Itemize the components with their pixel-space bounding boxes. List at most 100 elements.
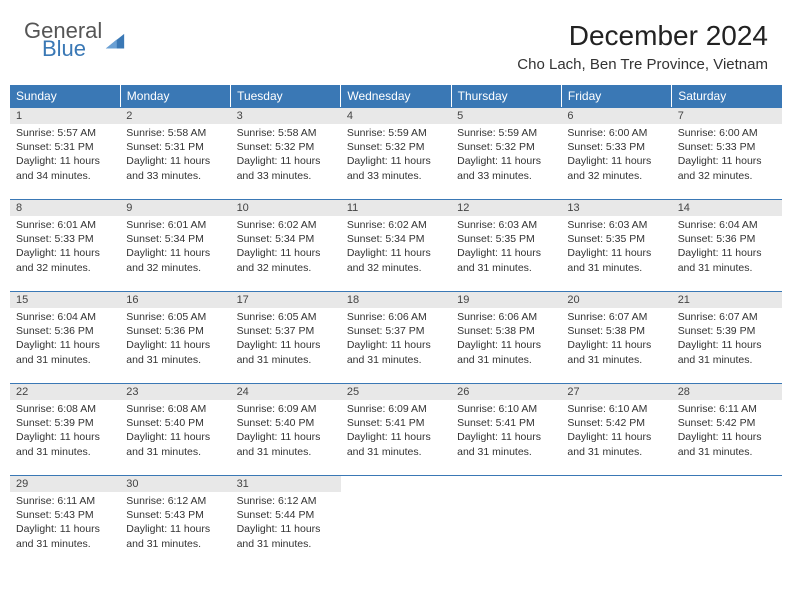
day-data: Sunrise: 6:10 AMSunset: 5:41 PMDaylight:…	[451, 400, 561, 463]
day-number: 9	[120, 199, 230, 216]
day-number: 24	[231, 383, 341, 400]
day-cell: 30Sunrise: 6:12 AMSunset: 5:43 PMDayligh…	[120, 475, 230, 567]
day-cell: 12Sunrise: 6:03 AMSunset: 5:35 PMDayligh…	[451, 199, 561, 291]
day-number: 27	[561, 383, 671, 400]
empty-cell	[561, 475, 671, 567]
day-data: Sunrise: 5:59 AMSunset: 5:32 PMDaylight:…	[341, 124, 451, 187]
day-data: Sunrise: 6:01 AMSunset: 5:34 PMDaylight:…	[120, 216, 230, 279]
day-data: Sunrise: 6:07 AMSunset: 5:39 PMDaylight:…	[672, 308, 782, 371]
day-data: Sunrise: 6:00 AMSunset: 5:33 PMDaylight:…	[672, 124, 782, 187]
day-cell: 29Sunrise: 6:11 AMSunset: 5:43 PMDayligh…	[10, 475, 120, 567]
weekday-header: Friday	[561, 85, 671, 107]
day-data: Sunrise: 5:59 AMSunset: 5:32 PMDaylight:…	[451, 124, 561, 187]
weekday-header: Tuesday	[231, 85, 341, 107]
day-data: Sunrise: 6:07 AMSunset: 5:38 PMDaylight:…	[561, 308, 671, 371]
day-number: 16	[120, 291, 230, 308]
day-data: Sunrise: 6:09 AMSunset: 5:41 PMDaylight:…	[341, 400, 451, 463]
logo-text-blue: Blue	[42, 38, 102, 60]
day-cell: 15Sunrise: 6:04 AMSunset: 5:36 PMDayligh…	[10, 291, 120, 383]
title-block: December 2024 Cho Lach, Ben Tre Province…	[517, 20, 768, 73]
empty-cell	[341, 475, 451, 567]
day-number: 31	[231, 475, 341, 492]
day-cell: 16Sunrise: 6:05 AMSunset: 5:36 PMDayligh…	[120, 291, 230, 383]
location-text: Cho Lach, Ben Tre Province, Vietnam	[517, 56, 768, 73]
day-number: 15	[10, 291, 120, 308]
day-number: 19	[451, 291, 561, 308]
day-number: 26	[451, 383, 561, 400]
day-cell: 4Sunrise: 5:59 AMSunset: 5:32 PMDaylight…	[341, 107, 451, 199]
day-number: 1	[10, 107, 120, 124]
weekday-header: Monday	[120, 85, 230, 107]
day-number: 13	[561, 199, 671, 216]
sail-icon	[104, 32, 126, 50]
day-cell: 9Sunrise: 6:01 AMSunset: 5:34 PMDaylight…	[120, 199, 230, 291]
day-number: 22	[10, 383, 120, 400]
day-cell: 20Sunrise: 6:07 AMSunset: 5:38 PMDayligh…	[561, 291, 671, 383]
day-cell: 26Sunrise: 6:10 AMSunset: 5:41 PMDayligh…	[451, 383, 561, 475]
logo: General Blue	[24, 20, 126, 60]
day-cell: 22Sunrise: 6:08 AMSunset: 5:39 PMDayligh…	[10, 383, 120, 475]
day-cell: 23Sunrise: 6:08 AMSunset: 5:40 PMDayligh…	[120, 383, 230, 475]
calendar-body: 1Sunrise: 5:57 AMSunset: 5:31 PMDaylight…	[10, 107, 782, 567]
day-data: Sunrise: 6:08 AMSunset: 5:40 PMDaylight:…	[120, 400, 230, 463]
calendar-table: Sunday Monday Tuesday Wednesday Thursday…	[10, 85, 782, 567]
calendar-row: 22Sunrise: 6:08 AMSunset: 5:39 PMDayligh…	[10, 383, 782, 475]
calendar-row: 8Sunrise: 6:01 AMSunset: 5:33 PMDaylight…	[10, 199, 782, 291]
day-data: Sunrise: 6:04 AMSunset: 5:36 PMDaylight:…	[672, 216, 782, 279]
day-cell: 2Sunrise: 5:58 AMSunset: 5:31 PMDaylight…	[120, 107, 230, 199]
day-data: Sunrise: 6:04 AMSunset: 5:36 PMDaylight:…	[10, 308, 120, 371]
day-number: 11	[341, 199, 451, 216]
day-number: 28	[672, 383, 782, 400]
day-cell: 25Sunrise: 6:09 AMSunset: 5:41 PMDayligh…	[341, 383, 451, 475]
day-cell: 18Sunrise: 6:06 AMSunset: 5:37 PMDayligh…	[341, 291, 451, 383]
day-number: 21	[672, 291, 782, 308]
day-data: Sunrise: 6:02 AMSunset: 5:34 PMDaylight:…	[231, 216, 341, 279]
day-cell: 31Sunrise: 6:12 AMSunset: 5:44 PMDayligh…	[231, 475, 341, 567]
day-cell: 27Sunrise: 6:10 AMSunset: 5:42 PMDayligh…	[561, 383, 671, 475]
day-cell: 1Sunrise: 5:57 AMSunset: 5:31 PMDaylight…	[10, 107, 120, 199]
day-number: 29	[10, 475, 120, 492]
calendar-row: 1Sunrise: 5:57 AMSunset: 5:31 PMDaylight…	[10, 107, 782, 199]
day-data: Sunrise: 6:05 AMSunset: 5:37 PMDaylight:…	[231, 308, 341, 371]
weekday-header: Sunday	[10, 85, 120, 107]
day-number: 14	[672, 199, 782, 216]
day-cell: 11Sunrise: 6:02 AMSunset: 5:34 PMDayligh…	[341, 199, 451, 291]
day-cell: 5Sunrise: 5:59 AMSunset: 5:32 PMDaylight…	[451, 107, 561, 199]
day-data: Sunrise: 6:09 AMSunset: 5:40 PMDaylight:…	[231, 400, 341, 463]
day-data: Sunrise: 6:01 AMSunset: 5:33 PMDaylight:…	[10, 216, 120, 279]
day-data: Sunrise: 6:06 AMSunset: 5:37 PMDaylight:…	[341, 308, 451, 371]
day-number: 5	[451, 107, 561, 124]
day-data: Sunrise: 5:57 AMSunset: 5:31 PMDaylight:…	[10, 124, 120, 187]
day-number: 20	[561, 291, 671, 308]
day-data: Sunrise: 6:12 AMSunset: 5:44 PMDaylight:…	[231, 492, 341, 555]
day-number: 8	[10, 199, 120, 216]
day-data: Sunrise: 6:12 AMSunset: 5:43 PMDaylight:…	[120, 492, 230, 555]
day-data: Sunrise: 6:03 AMSunset: 5:35 PMDaylight:…	[451, 216, 561, 279]
day-number: 23	[120, 383, 230, 400]
day-number: 4	[341, 107, 451, 124]
header: General Blue December 2024 Cho Lach, Ben…	[0, 0, 792, 81]
day-number: 10	[231, 199, 341, 216]
calendar-row: 29Sunrise: 6:11 AMSunset: 5:43 PMDayligh…	[10, 475, 782, 567]
day-cell: 19Sunrise: 6:06 AMSunset: 5:38 PMDayligh…	[451, 291, 561, 383]
day-cell: 21Sunrise: 6:07 AMSunset: 5:39 PMDayligh…	[672, 291, 782, 383]
day-cell: 13Sunrise: 6:03 AMSunset: 5:35 PMDayligh…	[561, 199, 671, 291]
day-data: Sunrise: 6:10 AMSunset: 5:42 PMDaylight:…	[561, 400, 671, 463]
weekday-header: Thursday	[451, 85, 561, 107]
day-number: 18	[341, 291, 451, 308]
weekday-header-row: Sunday Monday Tuesday Wednesday Thursday…	[10, 85, 782, 107]
day-cell: 14Sunrise: 6:04 AMSunset: 5:36 PMDayligh…	[672, 199, 782, 291]
day-data: Sunrise: 6:11 AMSunset: 5:42 PMDaylight:…	[672, 400, 782, 463]
day-data: Sunrise: 6:03 AMSunset: 5:35 PMDaylight:…	[561, 216, 671, 279]
day-cell: 8Sunrise: 6:01 AMSunset: 5:33 PMDaylight…	[10, 199, 120, 291]
empty-cell	[672, 475, 782, 567]
day-number: 2	[120, 107, 230, 124]
day-data: Sunrise: 5:58 AMSunset: 5:31 PMDaylight:…	[120, 124, 230, 187]
day-data: Sunrise: 6:06 AMSunset: 5:38 PMDaylight:…	[451, 308, 561, 371]
day-cell: 24Sunrise: 6:09 AMSunset: 5:40 PMDayligh…	[231, 383, 341, 475]
day-cell: 3Sunrise: 5:58 AMSunset: 5:32 PMDaylight…	[231, 107, 341, 199]
empty-cell	[451, 475, 561, 567]
day-cell: 28Sunrise: 6:11 AMSunset: 5:42 PMDayligh…	[672, 383, 782, 475]
day-cell: 6Sunrise: 6:00 AMSunset: 5:33 PMDaylight…	[561, 107, 671, 199]
day-data: Sunrise: 6:08 AMSunset: 5:39 PMDaylight:…	[10, 400, 120, 463]
